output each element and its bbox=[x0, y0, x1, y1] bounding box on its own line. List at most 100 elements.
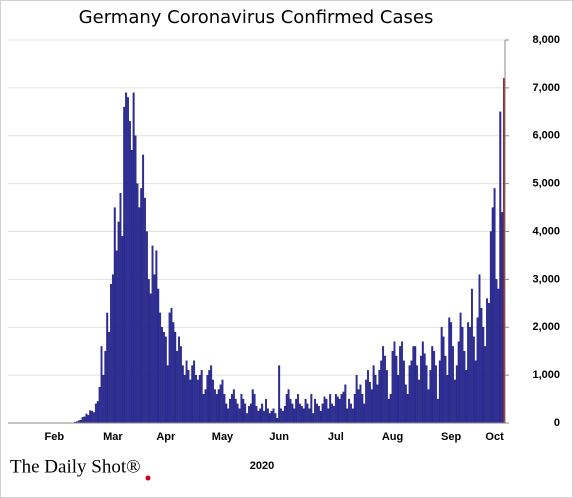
bar bbox=[113, 207, 116, 424]
bar bbox=[110, 284, 112, 424]
bar bbox=[183, 374, 186, 424]
bar bbox=[427, 389, 430, 424]
bar bbox=[412, 346, 415, 424]
bar bbox=[282, 410, 284, 424]
x-tick-label: Oct bbox=[485, 431, 504, 443]
bar bbox=[208, 370, 211, 424]
bar bbox=[236, 403, 239, 424]
bar bbox=[229, 398, 231, 424]
bar bbox=[238, 408, 241, 424]
bar bbox=[327, 408, 330, 424]
bar bbox=[247, 406, 250, 424]
bar bbox=[495, 279, 498, 424]
bar bbox=[274, 413, 277, 424]
bar bbox=[361, 394, 364, 424]
bar bbox=[225, 403, 228, 424]
y-tick-label: 6,000 bbox=[532, 130, 560, 142]
bar bbox=[149, 293, 152, 424]
bar bbox=[346, 408, 349, 424]
bar bbox=[380, 360, 383, 424]
bar bbox=[249, 403, 252, 424]
y-tick-label: 5,000 bbox=[532, 178, 560, 190]
bar bbox=[418, 379, 420, 424]
bar bbox=[338, 398, 341, 424]
bar bbox=[435, 365, 437, 424]
bar bbox=[414, 346, 417, 424]
bar bbox=[302, 408, 305, 424]
bar bbox=[444, 355, 447, 424]
bar bbox=[93, 412, 95, 424]
bar bbox=[348, 398, 351, 424]
bar bbox=[323, 396, 326, 424]
bar bbox=[476, 317, 479, 424]
bar bbox=[497, 288, 500, 424]
bar bbox=[89, 410, 92, 424]
bar bbox=[285, 394, 288, 424]
bar bbox=[489, 231, 492, 424]
bar bbox=[480, 307, 483, 424]
bar bbox=[127, 97, 129, 424]
bar bbox=[210, 365, 213, 424]
x-tick-label: Jun bbox=[269, 431, 289, 443]
bar bbox=[333, 406, 335, 424]
bar bbox=[83, 416, 86, 424]
bar bbox=[227, 408, 230, 424]
bar bbox=[359, 384, 362, 424]
bar bbox=[172, 322, 175, 424]
bar bbox=[195, 374, 197, 424]
bar bbox=[351, 408, 354, 424]
bar bbox=[410, 360, 413, 424]
bar bbox=[166, 365, 169, 424]
bar bbox=[121, 236, 124, 424]
bar bbox=[493, 188, 496, 424]
y-tick-label: 0 bbox=[554, 417, 560, 429]
x-axis-label: 2020 bbox=[250, 460, 274, 472]
bar bbox=[206, 374, 209, 424]
bar bbox=[499, 111, 502, 424]
bar bbox=[491, 207, 494, 424]
bar bbox=[130, 149, 133, 424]
bar bbox=[486, 298, 488, 424]
bar bbox=[125, 92, 128, 424]
bar bbox=[212, 379, 214, 424]
bar bbox=[357, 389, 360, 424]
bar bbox=[102, 374, 105, 424]
bar bbox=[336, 396, 339, 424]
bar bbox=[308, 408, 311, 424]
bar bbox=[372, 365, 375, 424]
bar bbox=[115, 250, 118, 424]
bar bbox=[450, 322, 453, 424]
bar bbox=[161, 327, 163, 424]
bar bbox=[484, 346, 487, 424]
bar bbox=[421, 341, 424, 424]
bar bbox=[455, 365, 458, 424]
bar bbox=[363, 403, 366, 424]
bar bbox=[453, 379, 456, 424]
bar bbox=[187, 370, 190, 424]
bar bbox=[204, 389, 207, 424]
bar bbox=[215, 394, 218, 424]
bar bbox=[145, 231, 148, 424]
bar bbox=[276, 418, 279, 424]
bar bbox=[257, 410, 260, 424]
bar bbox=[176, 351, 179, 424]
x-tick-label: Sep bbox=[441, 431, 461, 443]
bar bbox=[230, 394, 233, 424]
x-tick-label: Feb bbox=[45, 431, 65, 443]
bar bbox=[117, 221, 120, 424]
bar bbox=[259, 408, 262, 424]
bar bbox=[81, 417, 84, 424]
bar bbox=[147, 279, 150, 424]
bar bbox=[321, 403, 324, 424]
bar bbox=[299, 403, 301, 424]
bar bbox=[319, 410, 322, 424]
bar bbox=[108, 331, 111, 424]
bar bbox=[111, 274, 114, 424]
bar bbox=[287, 389, 290, 424]
bar bbox=[240, 394, 243, 424]
bar bbox=[465, 370, 468, 424]
bar bbox=[200, 370, 203, 424]
bar bbox=[387, 398, 390, 424]
bar bbox=[368, 382, 371, 424]
x-tick-label: Aug bbox=[382, 431, 403, 443]
